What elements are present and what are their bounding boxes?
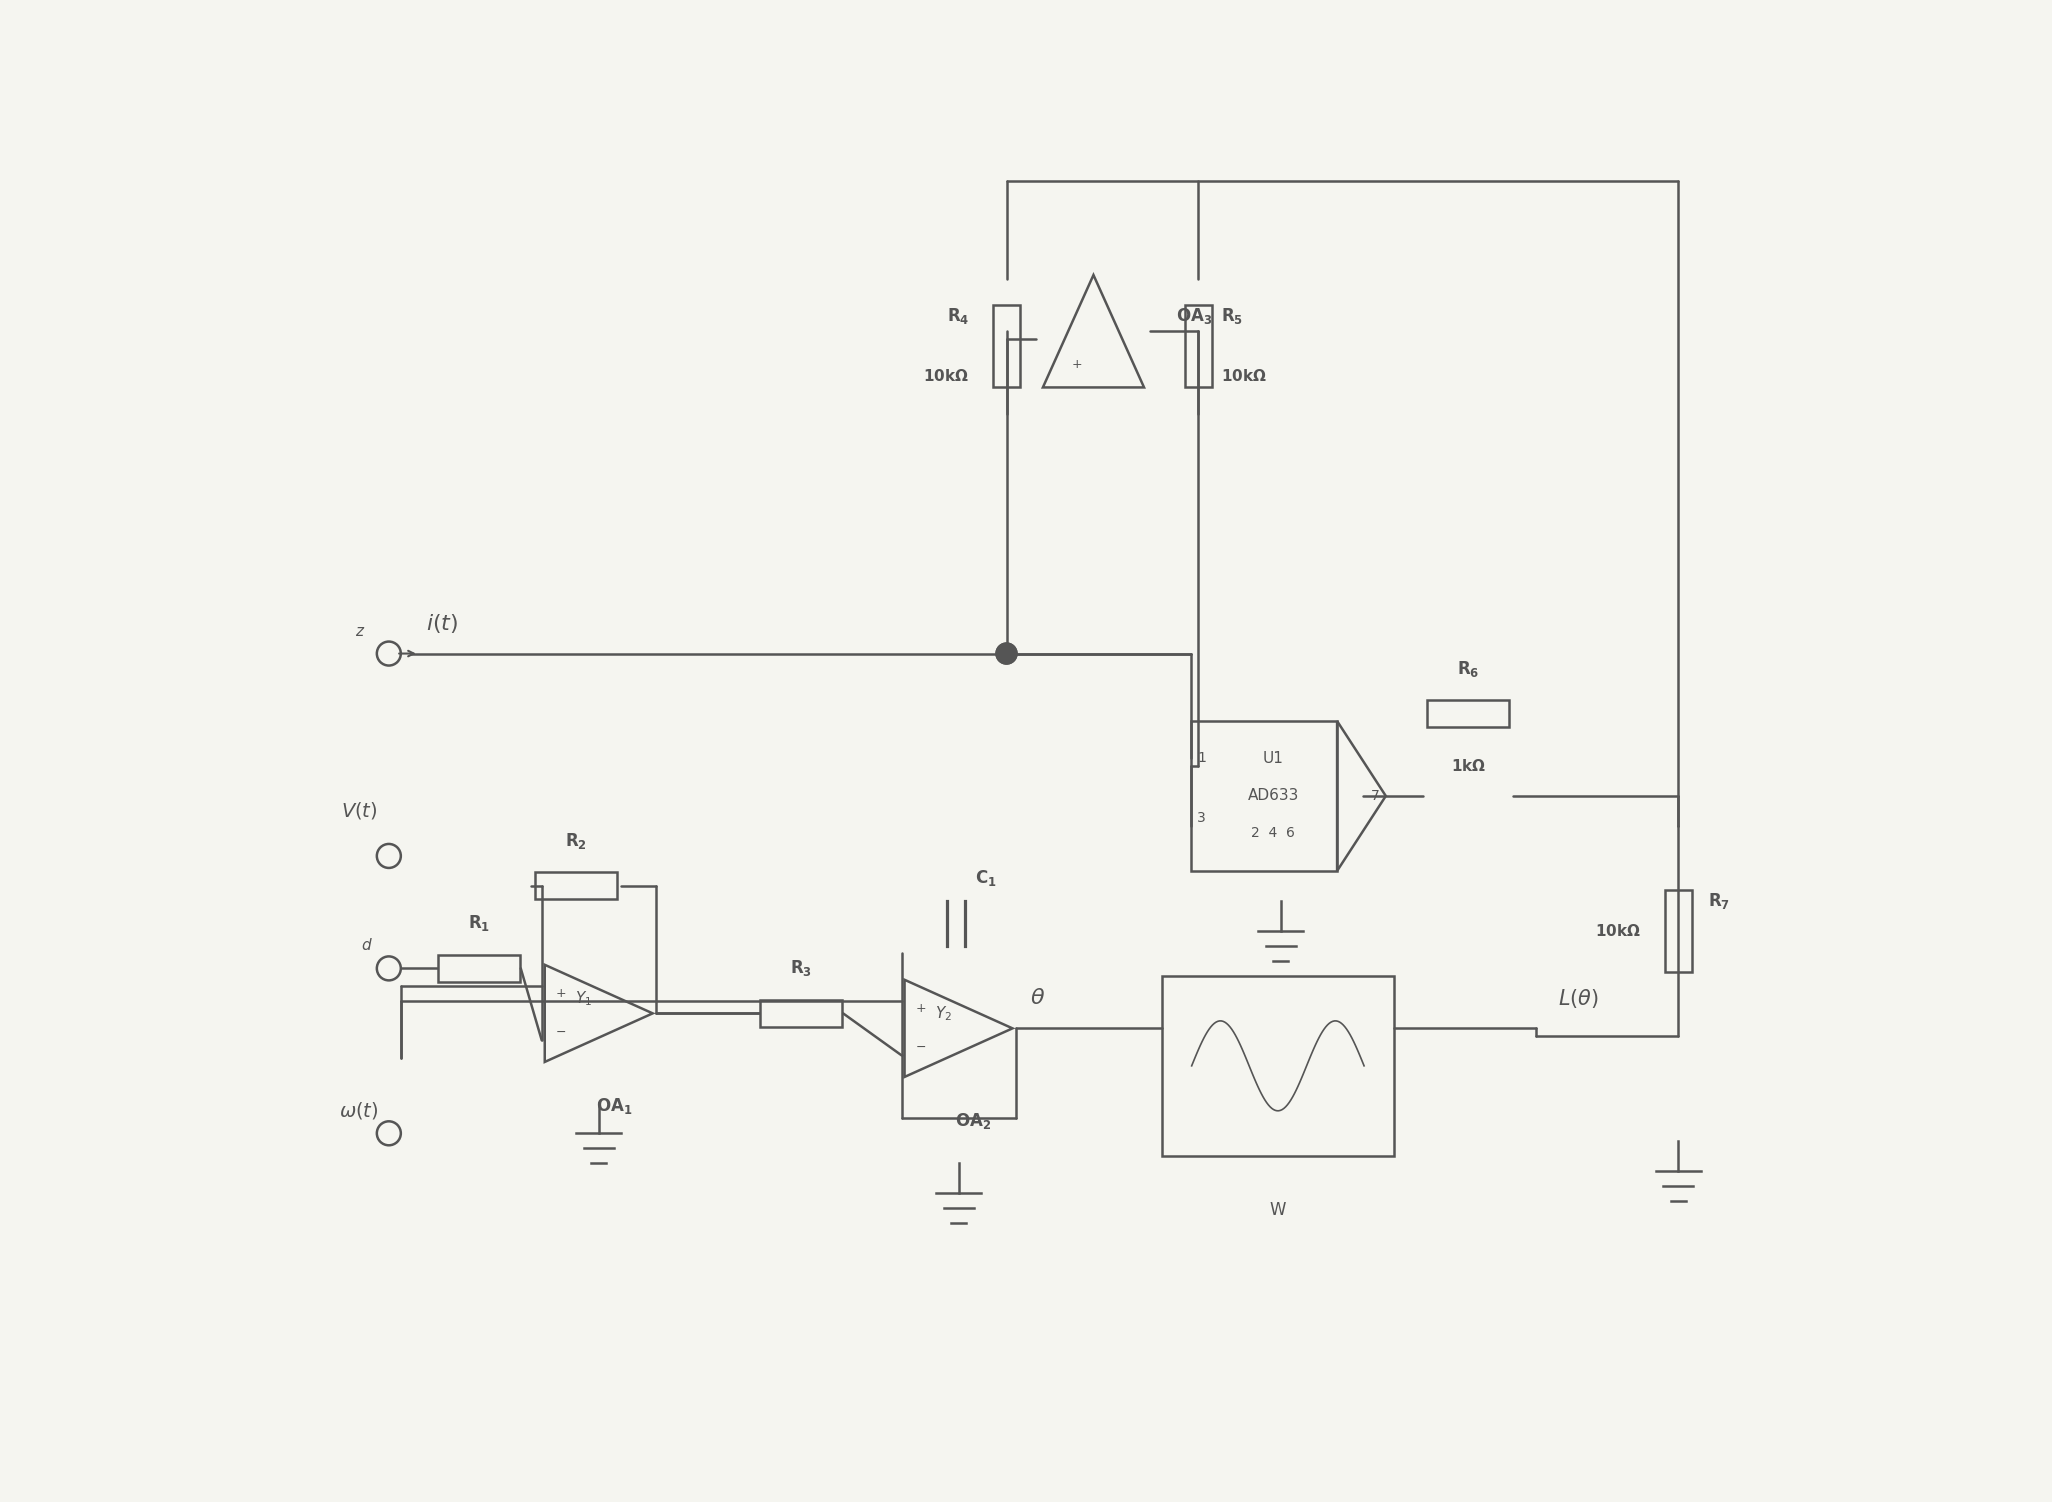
Text: U1: U1: [1262, 751, 1285, 766]
Bar: [993, 305, 1020, 388]
Text: $\omega(t)$: $\omega(t)$: [339, 1101, 380, 1122]
Bar: [1664, 889, 1691, 972]
Text: $L(\theta)$: $L(\theta)$: [1557, 987, 1599, 1009]
Text: $\mathbf{R_6}$: $\mathbf{R_6}$: [1457, 658, 1479, 679]
Bar: [437, 955, 519, 982]
Text: $\mathbf{10k\Omega}$: $\mathbf{10k\Omega}$: [923, 368, 969, 385]
Text: $\mathbf{R_2}$: $\mathbf{R_2}$: [564, 831, 587, 852]
Text: +: +: [1071, 359, 1081, 371]
Text: $\mathbf{R_1}$: $\mathbf{R_1}$: [468, 913, 490, 933]
Text: 1: 1: [1196, 751, 1207, 766]
Text: $\mathbf{10k\Omega}$: $\mathbf{10k\Omega}$: [1221, 368, 1266, 385]
Text: $Y_1$: $Y_1$: [575, 988, 593, 1008]
Text: +: +: [556, 987, 566, 1000]
Bar: [1161, 976, 1393, 1157]
Text: 7: 7: [1371, 789, 1379, 804]
Circle shape: [995, 643, 1018, 664]
Text: +: +: [915, 1002, 925, 1015]
Text: d: d: [361, 939, 371, 954]
Text: $\mathbf{R_7}$: $\mathbf{R_7}$: [1707, 891, 1730, 910]
Text: 3: 3: [1196, 811, 1207, 826]
Text: $\mathbf{OA_2}$: $\mathbf{OA_2}$: [956, 1111, 991, 1131]
Text: $\mathbf{R_3}$: $\mathbf{R_3}$: [790, 958, 813, 978]
Circle shape: [995, 643, 1018, 664]
Text: $i(t)$: $i(t)$: [427, 613, 460, 635]
Text: AD633: AD633: [1248, 789, 1299, 804]
Text: $\mathbf{OA_1}$: $\mathbf{OA_1}$: [595, 1096, 632, 1116]
Text: $\mathbf{OA_3}$: $\mathbf{OA_3}$: [1176, 306, 1213, 326]
Text: $\mathbf{C_1}$: $\mathbf{C_1}$: [975, 868, 997, 889]
Bar: [536, 873, 618, 900]
Text: W: W: [1270, 1200, 1287, 1218]
Text: 2  4  6: 2 4 6: [1252, 826, 1295, 841]
Text: z: z: [355, 623, 363, 638]
Text: $\mathbf{R_4}$: $\mathbf{R_4}$: [946, 306, 969, 326]
Text: $\mathbf{R_5}$: $\mathbf{R_5}$: [1221, 306, 1244, 326]
Text: $\mathbf{1k\Omega}$: $\mathbf{1k\Omega}$: [1451, 759, 1486, 774]
Bar: [1426, 700, 1510, 727]
Text: $\mathbf{10k\Omega}$: $\mathbf{10k\Omega}$: [1594, 922, 1642, 939]
Text: $Y_2$: $Y_2$: [936, 1003, 952, 1023]
Bar: [1184, 305, 1213, 388]
Text: $\theta$: $\theta$: [1030, 987, 1047, 1009]
Text: −: −: [915, 1041, 925, 1054]
Text: $V(t)$: $V(t)$: [341, 801, 378, 822]
Text: −: −: [556, 1026, 566, 1039]
Bar: [1190, 721, 1338, 871]
Bar: [759, 1000, 841, 1027]
